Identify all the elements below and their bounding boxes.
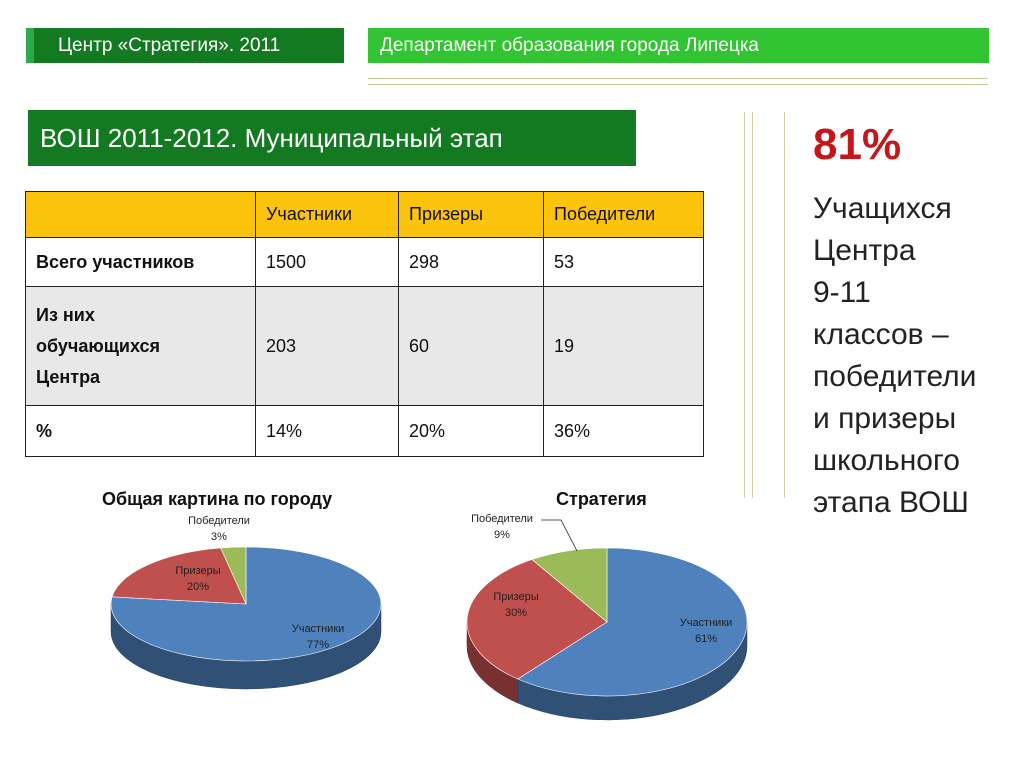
- sidebar-line: Центра: [813, 234, 916, 267]
- city-chart-title: Общая картина по городу: [102, 489, 333, 509]
- city-pie-chart: Участники 77% Призеры 20% Победители 3%: [110, 515, 382, 690]
- table-cell: 36%: [543, 405, 704, 457]
- row-label-line: Центра: [36, 366, 101, 387]
- row-label-line: обучающихся: [36, 335, 161, 356]
- table-cell: 298: [398, 237, 544, 287]
- strategy-chart-title: Стратегия: [556, 489, 647, 509]
- table-cell: 1500: [255, 237, 399, 287]
- strategy-pie-chart: Участники 61% Призеры 30% Победители 9%: [466, 513, 748, 721]
- sidebar-line: и призеры: [813, 402, 957, 435]
- pie-category-label: Участники: [292, 623, 345, 635]
- pie-value-label: 3%: [211, 531, 227, 543]
- header-department-label: Департамент образования города Липецка: [380, 35, 759, 56]
- table-cell: 203: [255, 286, 399, 406]
- pie-value-label: 61%: [695, 633, 717, 645]
- table-header-cell: [25, 191, 256, 238]
- pie-slice-Призеры: [466, 559, 608, 680]
- table-row: Из них обучающихся Центра 203 60 19: [25, 286, 704, 406]
- table-cell: 60: [398, 286, 544, 406]
- row-label: Всего участников: [25, 237, 256, 287]
- divider-line: [368, 84, 988, 85]
- sidebar-text: Учащихся Центра 9-11 классов – победител…: [813, 188, 1018, 524]
- vertical-divider: [744, 112, 745, 498]
- table-cell: 53: [543, 237, 704, 287]
- table-row: Всего участников 1500 298 53: [25, 237, 704, 287]
- pie-category-label: Победители: [471, 513, 533, 525]
- pie-value-label: 77%: [307, 639, 329, 651]
- sidebar-line: школьного: [813, 444, 960, 477]
- sidebar-line: классов –: [813, 318, 949, 351]
- sidebar-line: 9-11: [813, 276, 871, 309]
- row-label-line: Из них: [36, 304, 95, 325]
- vertical-divider: [784, 112, 785, 498]
- table-cell: 19: [543, 286, 704, 406]
- row-label: %: [25, 405, 256, 457]
- vertical-divider: [752, 112, 753, 498]
- results-table: Участники Призеры Победители Всего участ…: [25, 191, 704, 457]
- pie-slice-Победители: [220, 546, 247, 605]
- header-center-banner: Центр «Стратегия». 2011: [26, 28, 344, 63]
- sidebar-line: этапа ВОШ: [813, 486, 969, 519]
- pie-category-label: Призеры: [493, 591, 538, 603]
- pie-value-label: 20%: [187, 581, 209, 593]
- slide-title-text: ВОШ 2011-2012. Муниципальный этап: [40, 123, 503, 153]
- table-cell: 14%: [255, 405, 399, 457]
- highlight-percent: 81%: [813, 120, 902, 169]
- pie-category-label: Призеры: [175, 565, 220, 577]
- table-row: % 14% 20% 36%: [25, 405, 704, 457]
- pie-category-label: Победители: [188, 515, 250, 527]
- pie-slice-Призеры: [111, 547, 247, 605]
- divider-line: [368, 78, 988, 79]
- pie-value-label: 9%: [494, 529, 510, 541]
- row-label: Из них обучающихся Центра: [25, 286, 256, 406]
- pie-slice-Участники: [517, 547, 748, 697]
- pie-slice-Победители: [531, 547, 608, 623]
- slide-title: ВОШ 2011-2012. Муниципальный этап: [28, 110, 640, 166]
- table-cell: 20%: [398, 405, 544, 457]
- header-center-label: Центр «Стратегия». 2011: [58, 35, 281, 56]
- sidebar-line: Учащихся: [813, 192, 952, 225]
- pie-value-label: 30%: [505, 607, 527, 619]
- header-department-banner: Департамент образования города Липецка: [368, 28, 989, 63]
- sidebar-line: победители: [813, 360, 977, 393]
- pie-category-label: Участники: [680, 617, 733, 629]
- pie-leader-line: [541, 519, 578, 552]
